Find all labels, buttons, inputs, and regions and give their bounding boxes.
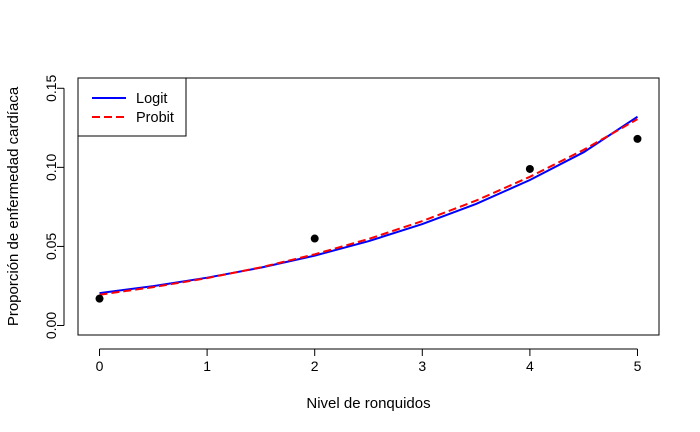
x-tick-label: 1	[203, 358, 211, 374]
x-tick-label: 5	[634, 358, 642, 374]
y-tick-label: 0.15	[43, 74, 59, 101]
data-point	[525, 164, 534, 173]
x-tick-label: 3	[418, 358, 426, 374]
data-point	[633, 134, 642, 143]
x-tick-label: 4	[526, 358, 534, 374]
y-tick-label: 0.00	[43, 312, 59, 339]
plot-frame	[77, 77, 660, 336]
series-probit-line	[99, 118, 638, 296]
legend: Logit Probit	[77, 77, 187, 137]
data-points	[95, 134, 642, 303]
legend-probit-label: Probit	[136, 110, 174, 126]
legend-box	[77, 77, 187, 137]
legend-logit-label: Logit	[136, 91, 167, 107]
y-axis-title: Proporción de enfermedad cardíaca	[5, 86, 22, 326]
x-tick-label: 0	[96, 358, 104, 374]
x-tick-label: 2	[311, 358, 319, 374]
data-point	[310, 234, 319, 243]
axes: 0 1 2 3 4 5 0.00 0.05 0.10 0.15	[43, 74, 642, 374]
x-axis-title: Nivel de ronquidos	[306, 395, 430, 412]
curves	[99, 115, 639, 296]
data-point	[95, 294, 104, 303]
y-tick-label: 0.05	[43, 233, 59, 260]
y-tick-label: 0.10	[43, 154, 59, 181]
